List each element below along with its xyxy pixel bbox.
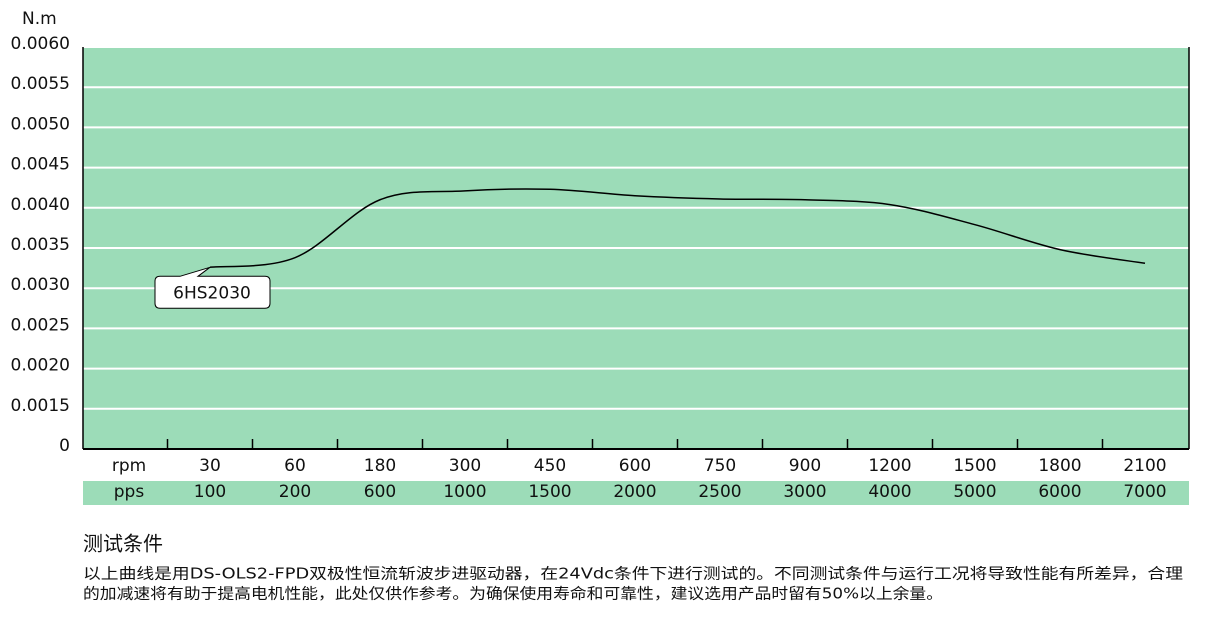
- x-tick-label: 180: [364, 456, 396, 476]
- x-tick-label: 2100: [1123, 456, 1166, 476]
- x-tick-label: 1200: [868, 456, 911, 476]
- y-tick-label: 0.0050: [11, 114, 70, 134]
- x-tick-label: 900: [789, 456, 821, 476]
- pps-row-band: [83, 481, 1189, 505]
- pps-label: 6000: [1038, 482, 1081, 502]
- pps-label: 3000: [783, 482, 826, 502]
- pps-label: 1500: [528, 482, 571, 502]
- x-tick-label: 600: [619, 456, 651, 476]
- pps-label: 1000: [443, 482, 486, 502]
- row-label: rpm: [112, 456, 146, 476]
- pps-label: 5000: [953, 482, 996, 502]
- y-tick-label: 0.0015: [11, 396, 70, 416]
- notes-line: 以上曲线是用DS-OLS2-FPD双极性恒流斩波步进驱动器，在24Vdc条件下进…: [83, 565, 1183, 583]
- y-tick-label: 0: [59, 436, 70, 456]
- y-tick-label: 0.0045: [11, 155, 70, 175]
- series-callout: [154, 266, 271, 309]
- y-tick-label: 0.0055: [11, 74, 70, 94]
- y-tick-label: 0.0025: [11, 315, 70, 335]
- notes-line: 的加减速将有助于提高电机性能，此处仅供作参考。为确保使用寿命和可靠性，建议选用产…: [83, 585, 943, 603]
- pps-label: 7000: [1123, 482, 1166, 502]
- y-axis-label: N.m: [22, 9, 57, 29]
- pps-label: 100: [194, 482, 226, 502]
- pps-label: 600: [364, 482, 396, 502]
- series-label: 6HS2030: [173, 283, 251, 303]
- x-tick-label: 450: [534, 456, 566, 476]
- notes-title: 测试条件: [83, 532, 163, 556]
- pps-label: 2000: [613, 482, 656, 502]
- x-tick-label: 30: [199, 456, 221, 476]
- pps-label: 4000: [868, 482, 911, 502]
- y-tick-label: 0.0035: [11, 235, 70, 255]
- y-tick-label: 0.0040: [11, 195, 70, 215]
- y-tick-label: 0.0020: [11, 356, 70, 376]
- pps-label: 2500: [698, 482, 741, 502]
- x-tick-label: 1800: [1038, 456, 1081, 476]
- torque-curve: [209, 188, 1146, 269]
- row-label: pps: [114, 482, 145, 502]
- x-tick-label: 300: [449, 456, 481, 476]
- x-tick-label: 1500: [953, 456, 996, 476]
- x-tick-label: 60: [284, 456, 306, 476]
- pps-label: 200: [279, 482, 311, 502]
- y-tick-label: 0.0030: [11, 275, 70, 295]
- x-tick-label: 750: [704, 456, 736, 476]
- y-tick-label: 0.0060: [11, 34, 70, 54]
